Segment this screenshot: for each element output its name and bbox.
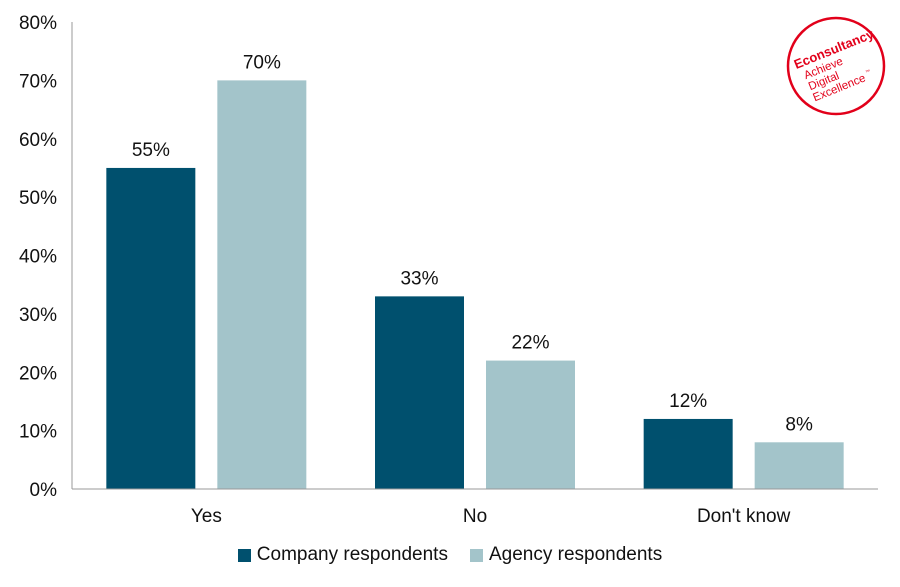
legend: Company respondents Agency respondents [0, 544, 900, 566]
data-label: 12% [669, 391, 707, 412]
y-tick-label: 10% [19, 422, 57, 443]
legend-swatch-agency [469, 548, 483, 562]
data-label: 70% [243, 52, 281, 73]
y-axis: 0% 10% 20% 30% 40% 50% 60% 70% 80% [19, 13, 73, 501]
logo-trademark: ™ [865, 69, 872, 76]
legend-label-agency: Agency respondents [488, 544, 663, 565]
bar-agency-2 [754, 442, 844, 489]
data-label: 8% [785, 414, 813, 435]
legend-label-company: Company respondents [256, 544, 448, 565]
y-tick-label: 60% [19, 130, 57, 151]
x-tick-label: Don't know [697, 506, 791, 527]
x-tick-label: No [463, 506, 487, 527]
bar-company-1 [375, 296, 464, 489]
y-tick-label: 0% [30, 480, 58, 501]
legend-item-company: Company respondents [237, 544, 448, 566]
bar-company-2 [643, 418, 733, 489]
legend-swatch-company [237, 548, 251, 562]
econsultancy-logo: Econsultancy Achieve Digital Excellence … [786, 16, 886, 116]
data-label: 55% [132, 140, 170, 161]
y-tick-label: 40% [19, 247, 57, 268]
y-tick-label: 80% [19, 13, 57, 34]
x-axis: Yes No Don't know [72, 488, 878, 527]
data-labels: 55% 70% 33% 22% 12% 8% [132, 52, 813, 435]
y-tick-label: 20% [19, 363, 57, 384]
y-tick-label: 70% [19, 71, 57, 92]
bars [106, 80, 844, 489]
data-label: 33% [400, 268, 438, 289]
data-label: 22% [511, 333, 549, 354]
y-tick-label: 50% [19, 188, 57, 209]
bar-company-0 [106, 167, 196, 489]
x-tick-label: Yes [191, 506, 222, 527]
bar-agency-0 [217, 80, 307, 489]
bar-agency-1 [486, 360, 575, 489]
legend-item-agency: Agency respondents [469, 544, 663, 566]
y-tick-label: 30% [19, 305, 57, 326]
